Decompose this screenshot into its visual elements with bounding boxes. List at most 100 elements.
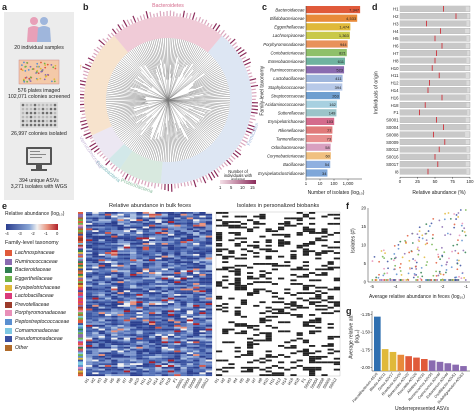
family-strip-cell <box>78 368 83 371</box>
heat-col-label-right: S0004 <box>309 376 320 389</box>
heat-cell <box>123 363 131 366</box>
heat-cell <box>86 352 93 355</box>
tree-branch <box>194 65 220 83</box>
heat-cell <box>104 237 112 240</box>
isolate-cell <box>333 301 340 304</box>
heat-cell <box>104 295 112 298</box>
phylogenetic-tree: ActinobacteriaBacteroidetesFirmicutesPro… <box>80 3 258 195</box>
heat-cell <box>136 233 143 236</box>
tree-branch <box>108 110 135 120</box>
panel-g-label: g <box>346 306 352 316</box>
heat-cell <box>111 348 118 351</box>
heat-cell <box>104 248 112 251</box>
heat-cell <box>142 363 150 366</box>
scatter-point <box>426 242 429 245</box>
heat-cell <box>123 321 131 324</box>
heat-cell <box>123 354 131 357</box>
heat-cell <box>86 283 93 285</box>
tree-branch <box>203 90 230 95</box>
heat-cell <box>123 230 131 233</box>
family-legend-item: Bacteroidaceae <box>5 266 75 275</box>
isolate-cell <box>278 264 285 267</box>
tree-branch <box>106 93 146 98</box>
heat-cell <box>161 334 168 337</box>
heat-cell <box>199 350 206 353</box>
heat-cell <box>193 290 200 293</box>
heat-cell <box>142 221 150 224</box>
heat-cell <box>149 301 156 304</box>
heat-cell <box>161 363 168 366</box>
heat-cell <box>205 348 213 351</box>
count-tick <box>225 35 230 40</box>
scatter-point <box>395 273 398 276</box>
heat-cell <box>205 324 213 327</box>
heat-cell <box>136 212 143 214</box>
scatter-point <box>408 259 411 262</box>
heat-cell <box>155 273 162 276</box>
heat-cell <box>149 297 156 300</box>
isolate-cell <box>327 288 334 291</box>
heat-cell <box>180 328 187 331</box>
heat-cell <box>111 242 118 245</box>
scatter-point <box>373 256 376 258</box>
heat-cell <box>186 365 194 367</box>
heat-cell <box>161 319 168 322</box>
heat-cell <box>199 233 206 236</box>
heat-cell <box>186 213 194 216</box>
heat-cell <box>123 345 131 347</box>
heat-cell <box>111 345 118 347</box>
heat-cell <box>155 339 162 342</box>
heat-cell <box>136 264 143 267</box>
heat-cell <box>193 257 200 260</box>
count-tick <box>102 155 106 159</box>
isolate-cell <box>321 268 328 271</box>
heat-cell <box>180 334 187 337</box>
heat-cell <box>142 301 150 304</box>
heat-cell <box>199 372 206 375</box>
isolate-cell <box>253 288 260 291</box>
heat-cell <box>142 368 150 371</box>
tree-branch <box>183 46 200 75</box>
heat-cell <box>111 297 118 300</box>
heat-cell <box>130 272 137 275</box>
heat-cell <box>86 350 93 353</box>
isolate-cell <box>302 226 309 229</box>
tree-branch <box>119 61 139 77</box>
colony-dot <box>24 76 27 79</box>
heat-cell <box>149 248 156 251</box>
isolate-cell <box>327 345 334 347</box>
heat-cell <box>155 361 162 364</box>
heat-cell <box>104 288 112 291</box>
count-tick <box>227 37 232 42</box>
family-legend: Lachnospiraceae Ruminococcaceae Bacteroida… <box>5 249 75 352</box>
isolate-cell <box>265 228 272 231</box>
family-strip-cell <box>78 253 83 256</box>
phylum-label-1: Bacteroidetes <box>152 3 184 9</box>
heat-cell <box>111 212 118 214</box>
family-strip-cell <box>78 359 83 362</box>
heat-col-label-left: H6 <box>115 376 122 384</box>
heat-cell <box>111 366 118 369</box>
heat-cell <box>180 294 187 296</box>
heat-cell <box>117 281 124 284</box>
heat-cell <box>92 323 99 326</box>
heat-cell <box>161 244 168 247</box>
heat-cell <box>86 361 93 364</box>
heat-col-label-right: H16 <box>286 376 294 386</box>
bar-h3 <box>400 20 467 27</box>
heat-cell <box>199 270 206 273</box>
heat-cell <box>142 361 150 364</box>
heat-cell <box>136 368 143 371</box>
heat-cell <box>199 330 206 333</box>
isolate-cell <box>234 346 241 349</box>
heat-cell <box>149 310 156 313</box>
isolate-cell <box>247 350 254 353</box>
heat-cell <box>180 314 187 316</box>
isolate-cell <box>265 248 272 251</box>
tree-branch <box>190 70 223 88</box>
value-label: 103 <box>326 119 333 124</box>
scatter-point <box>371 260 374 262</box>
count-tick <box>80 90 85 93</box>
heat-cell <box>161 217 168 220</box>
heat-cell <box>142 343 150 346</box>
